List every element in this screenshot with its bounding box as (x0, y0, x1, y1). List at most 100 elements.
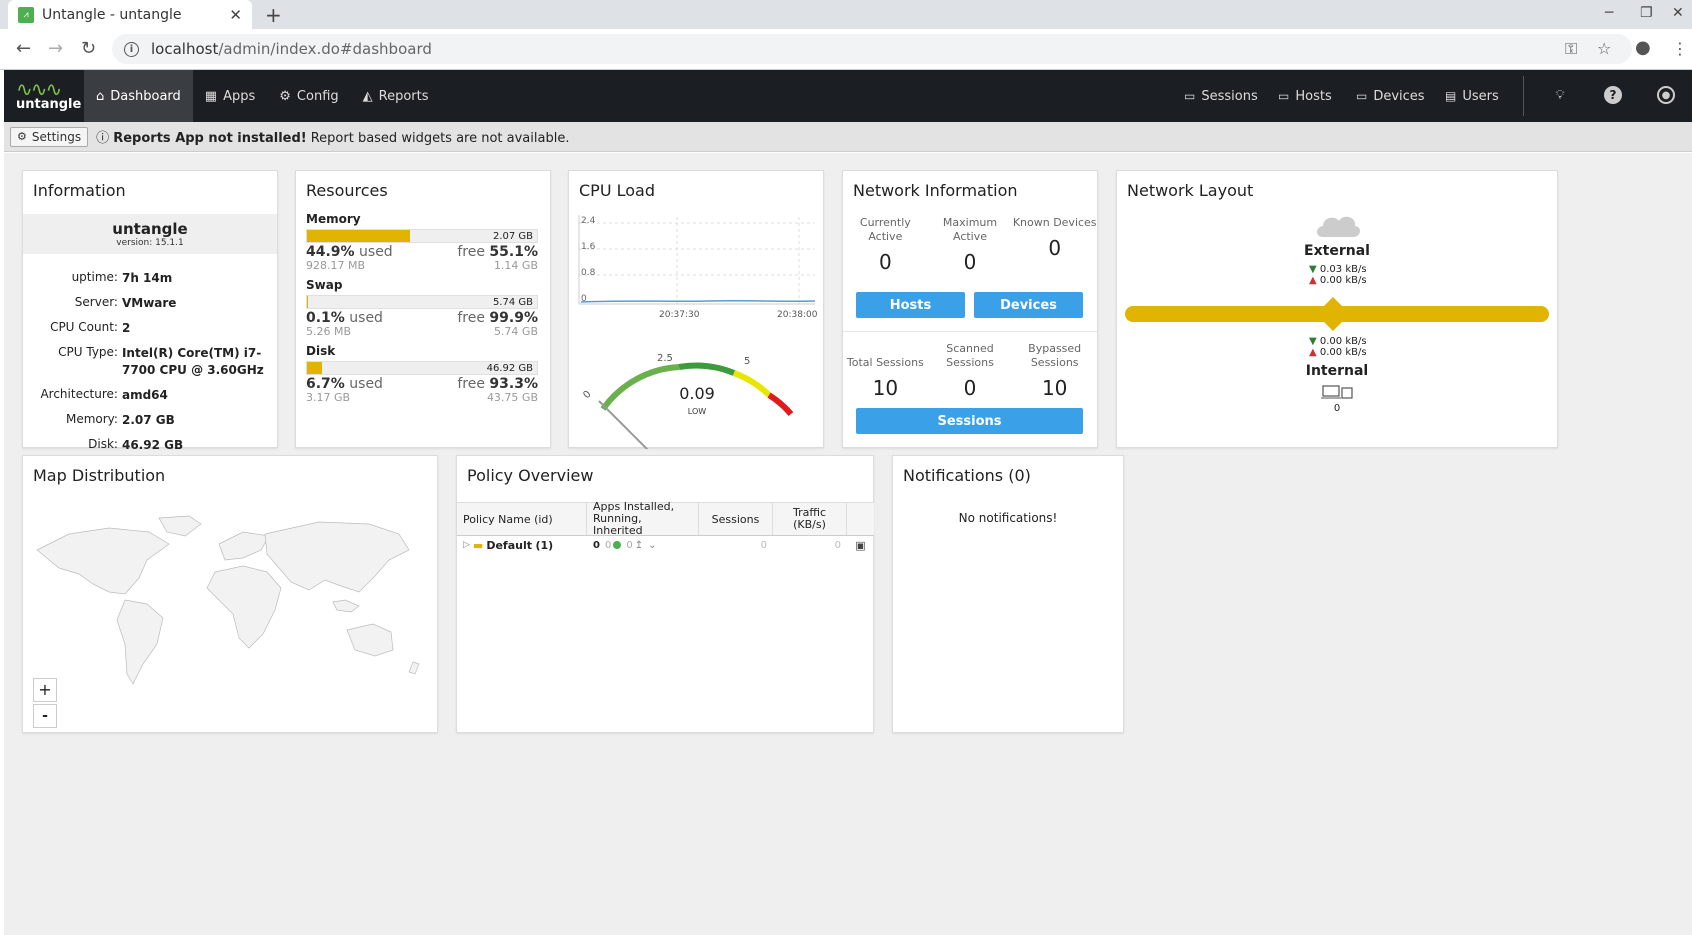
gauge-needle (598, 400, 649, 449)
resource-label: Swap (306, 278, 343, 292)
arrow-down-icon: ▼ (1309, 264, 1317, 275)
menu-icon[interactable]: ⋮ (1672, 39, 1688, 58)
free-amount: 5.74 GB (493, 325, 538, 338)
col-apps[interactable]: Apps Installed, Running, Inherited (587, 501, 699, 537)
nav-dashboard[interactable]: ⌂ Dashboard (84, 70, 193, 122)
resource-bar-fill (307, 230, 411, 242)
info-header: untangle version: 15.1.1 (23, 214, 277, 254)
stat-maximum-active: Maximum Active 0 (928, 216, 1013, 274)
widget-title: Policy Overview (467, 466, 594, 485)
url-field[interactable]: i localhost/admin/index.do#dashboard (112, 34, 1632, 64)
zoom-in-button[interactable]: + (33, 678, 57, 702)
ext-down-rate: ▼ 0.03 kB/s (1309, 264, 1367, 275)
favicon-icon: ⩘ (18, 6, 34, 23)
url-path: /admin/index.do#dashboard (218, 40, 432, 58)
table-header: Policy Name (id) Apps Installed, Running… (457, 501, 874, 537)
settings-button[interactable]: ⚙ Settings (10, 126, 89, 147)
info-value: Intel(R) Core(TM) i7-7700 CPU @ 3.60GHz (121, 346, 264, 377)
edit-icon[interactable]: ▣ (855, 538, 866, 552)
y-tick: 2.4 (581, 216, 596, 226)
lightbulb-icon[interactable]: 💡︎ (1555, 87, 1565, 103)
policy-overview-widget: Policy Overview Policy Name (id) Apps In… (456, 455, 874, 733)
account-icon[interactable]: ● (1657, 86, 1675, 104)
nav-reports[interactable]: ◭ Reports (351, 70, 441, 122)
int-up-rate: ▲ 0.00 kB/s (1309, 347, 1367, 358)
close-window-icon[interactable]: ✕ (1672, 5, 1684, 21)
area-chart-icon: ◭ (362, 88, 373, 104)
star-icon[interactable]: ☆ (1597, 39, 1612, 58)
network-node (1316, 297, 1350, 331)
stat-label: Maximum Active (942, 216, 998, 243)
col-traffic[interactable]: Traffic (KB/s) (773, 503, 847, 535)
gauge-tick: 2.5 (657, 353, 673, 364)
devices-icon[interactable] (1321, 384, 1355, 400)
restore-icon[interactable]: ❐ (1640, 5, 1653, 21)
resource-bar-fill (307, 362, 323, 374)
resources-widget: Resources Memory 2.07 GB 44.9% used free … (295, 170, 551, 448)
back-icon[interactable]: ← (16, 38, 32, 59)
help-icon[interactable]: ? (1604, 86, 1622, 104)
reload-icon[interactable]: ↻ (81, 38, 97, 59)
logo[interactable]: ∿∿∿ untangle (4, 70, 84, 122)
sessions-cell: 0 (760, 539, 767, 551)
browser-tab[interactable]: ⩘ Untangle - untangle ✕ (8, 0, 252, 29)
address-bar-area: ← → ↻ i localhost/admin/index.do#dashboa… (0, 29, 1692, 70)
policy-name: Default (486, 538, 532, 552)
nav-sessions[interactable]: ▭ Sessions (1184, 70, 1258, 122)
inherit-arrow-icon: ↥ (634, 539, 644, 551)
indonesia-shape (332, 599, 360, 613)
chevron-down-icon[interactable]: ⌄ (648, 539, 657, 551)
key-icon[interactable]: ⚿ (1565, 39, 1578, 58)
nav-config[interactable]: ⚙ Config (267, 70, 350, 122)
nav-devices[interactable]: ▭ Devices (1356, 70, 1425, 122)
server-name: untangle (112, 220, 188, 238)
used-percent: 0.1% (306, 310, 345, 326)
divider (843, 331, 1097, 332)
nav-hosts[interactable]: ▭ Hosts (1278, 70, 1332, 122)
forward-icon[interactable]: → (48, 38, 64, 59)
apps-installed: 0 (593, 539, 600, 551)
gauge-yellow (732, 370, 772, 398)
stat-value: 10 (1041, 376, 1068, 400)
stat-value: 10 (872, 376, 899, 400)
zoom-out-button[interactable]: - (33, 704, 57, 728)
info-value: VMware (121, 296, 177, 310)
col-policy-name[interactable]: Policy Name (id) (457, 503, 587, 535)
gauge-green-dark (678, 362, 736, 376)
y-tick: 1.6 (581, 242, 596, 252)
minimize-icon[interactable]: ─ (1605, 5, 1614, 21)
stat-label: Scanned Sessions (946, 342, 994, 369)
profile-icon[interactable]: ● (1635, 37, 1651, 58)
site-info-icon[interactable]: i (124, 41, 139, 57)
policy-table: Policy Name (id) Apps Installed, Running… (457, 501, 874, 554)
world-map[interactable] (29, 514, 429, 714)
used-percent: 6.7% (306, 376, 345, 392)
info-value: 2 (121, 321, 131, 335)
stat-total-sessions: Total Sessions 10 (843, 342, 928, 400)
network-information-widget: Network Information Currently Active 0 Ma… (842, 170, 1098, 448)
stat-currently-active: Currently Active 0 (843, 216, 928, 274)
hosts-button[interactable]: Hosts (856, 292, 965, 318)
folder-icon: ▬ (472, 538, 484, 552)
nav-apps[interactable]: ▦ Apps (193, 70, 267, 122)
col-sessions[interactable]: Sessions (699, 503, 773, 535)
info-row: Architecture: amd64 (23, 387, 277, 404)
device-count: 0 (1333, 403, 1341, 414)
close-tab-icon[interactable]: ✕ (229, 5, 242, 24)
nav-users[interactable]: ▤ Users (1445, 70, 1499, 122)
notice-bold: Reports App not installed! (113, 131, 307, 146)
col-actions (847, 503, 874, 535)
info-value: 7h 14m (121, 271, 173, 285)
expand-icon[interactable]: ▷ (463, 540, 470, 550)
table-row[interactable]: ▷ ▬ Default (1) 0 0 0 ↥ ⌄ 0 0 ▣ (457, 536, 874, 554)
app-navbar: ∿∿∿ untangle ⌂ Dashboard ▦ Apps ⚙ Config ◭ R… (4, 70, 1692, 122)
notifications-widget: Notifications (0) No notifications! (892, 455, 1124, 733)
network-stats-top: Currently Active 0 Maximum Active 0 Known … (843, 216, 1097, 274)
new-tab-icon[interactable]: + (265, 3, 282, 27)
free-amount: 1.14 GB (493, 259, 538, 272)
devices-button[interactable]: Devices (974, 292, 1083, 318)
cpu-load-widget: CPU Load 2.4 1.6 0.8 0 20:37:30 20:38:00… (568, 170, 824, 449)
resource-total: 46.92 GB (486, 363, 533, 374)
gauge-value: 0.09 (679, 384, 715, 403)
sessions-button[interactable]: Sessions (856, 408, 1083, 434)
